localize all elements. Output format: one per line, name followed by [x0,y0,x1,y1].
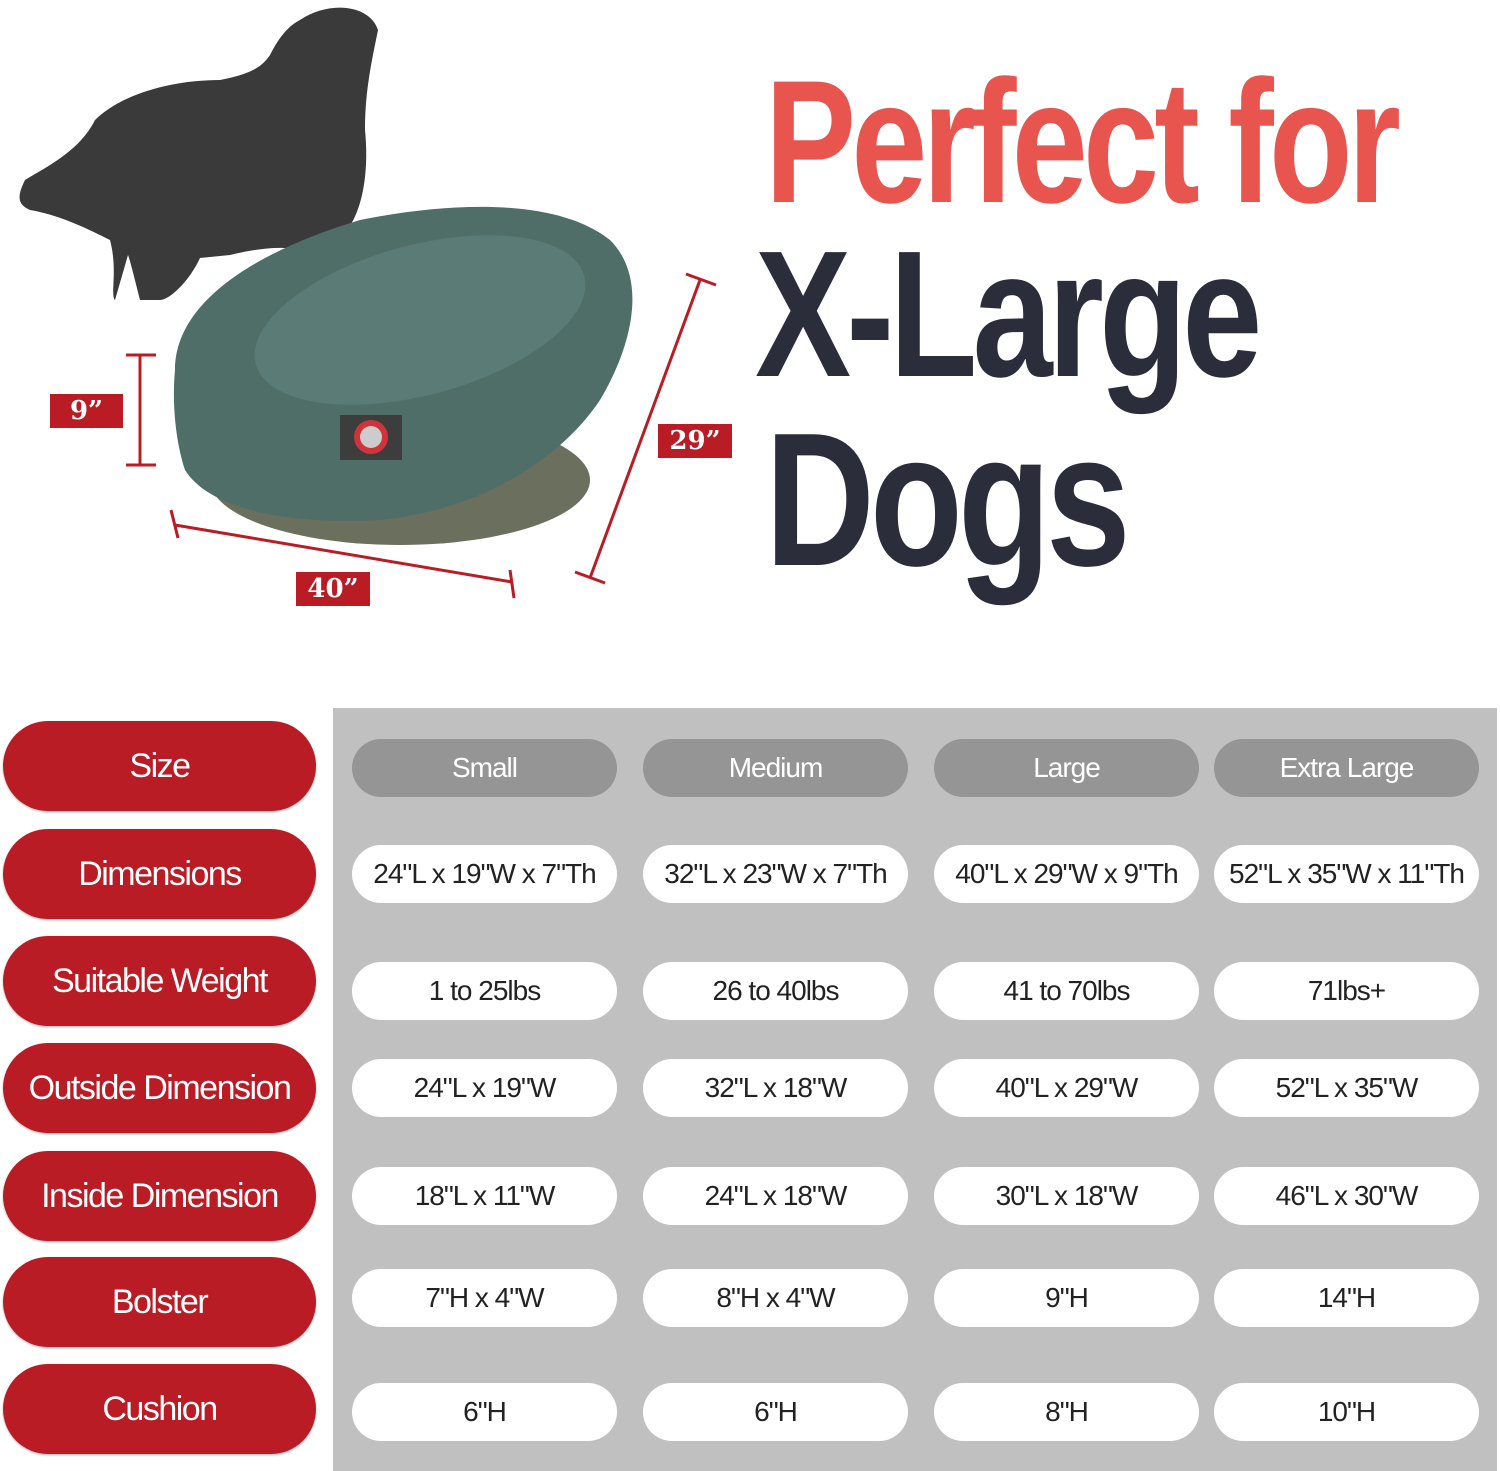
table-cell: 24"L x 18"W [643,1167,908,1225]
row-label: Size [3,721,316,811]
table-cell: 8"H x 4"W [643,1269,908,1327]
row-label: Outside Dimension [3,1043,316,1133]
table-cell: 41 to 70lbs [934,962,1199,1020]
row-label: Suitable Weight [3,936,316,1026]
length-dimension-label: 40” [296,572,370,606]
height-dimension-label: 9” [50,394,123,428]
table-cell: 52"L x 35"W [1214,1059,1479,1117]
table-cell: 40"L x 29"W [934,1059,1199,1117]
table-cell: 24"L x 19"W x 7"Th [352,845,617,903]
table-cell: 46"L x 30"W [1214,1167,1479,1225]
table-cell: 14"H [1214,1269,1479,1327]
column-header: Large [934,739,1199,797]
dog-silhouette-icon [19,7,379,300]
table-cell: 71lbs+ [1214,962,1479,1020]
headline-line-1: Perfect for [765,45,1401,240]
table-cell: 6"H [352,1383,617,1441]
table-cell: 26 to 40lbs [643,962,908,1020]
row-label: Dimensions [3,829,316,919]
dimension-lines [126,272,717,599]
table-cell: 40"L x 29"W x 9"Th [934,845,1199,903]
column-header: Small [352,739,617,797]
table-cell: 8"H [934,1383,1199,1441]
table-cell: 30"L x 18"W [934,1167,1199,1225]
table-cell: 1 to 25lbs [352,962,617,1020]
table-cell: 24"L x 19"W [352,1059,617,1117]
headline-line-2: X-Large [755,214,1262,415]
table-cell: 32"L x 18"W [643,1059,908,1117]
table-cell: 18"L x 11"W [352,1167,617,1225]
width-dimension-label: 29” [658,424,732,458]
column-header: Extra Large [1214,739,1479,797]
headline-line-3: Dogs [765,394,1131,606]
table-cell: 9"H [934,1269,1199,1327]
row-label: Bolster [3,1257,316,1347]
table-cell: 10"H [1214,1383,1479,1441]
table-cell: 52"L x 35"W x 11"Th [1214,845,1479,903]
row-label: Cushion [3,1364,316,1454]
table-cell: 32"L x 23"W x 7"Th [643,845,908,903]
table-cell: 7"H x 4"W [352,1269,617,1327]
column-header: Medium [643,739,908,797]
table-cell: 6"H [643,1383,908,1441]
bed-cushion [254,235,586,405]
row-label: Inside Dimension [3,1151,316,1241]
product-illustration [19,7,717,599]
